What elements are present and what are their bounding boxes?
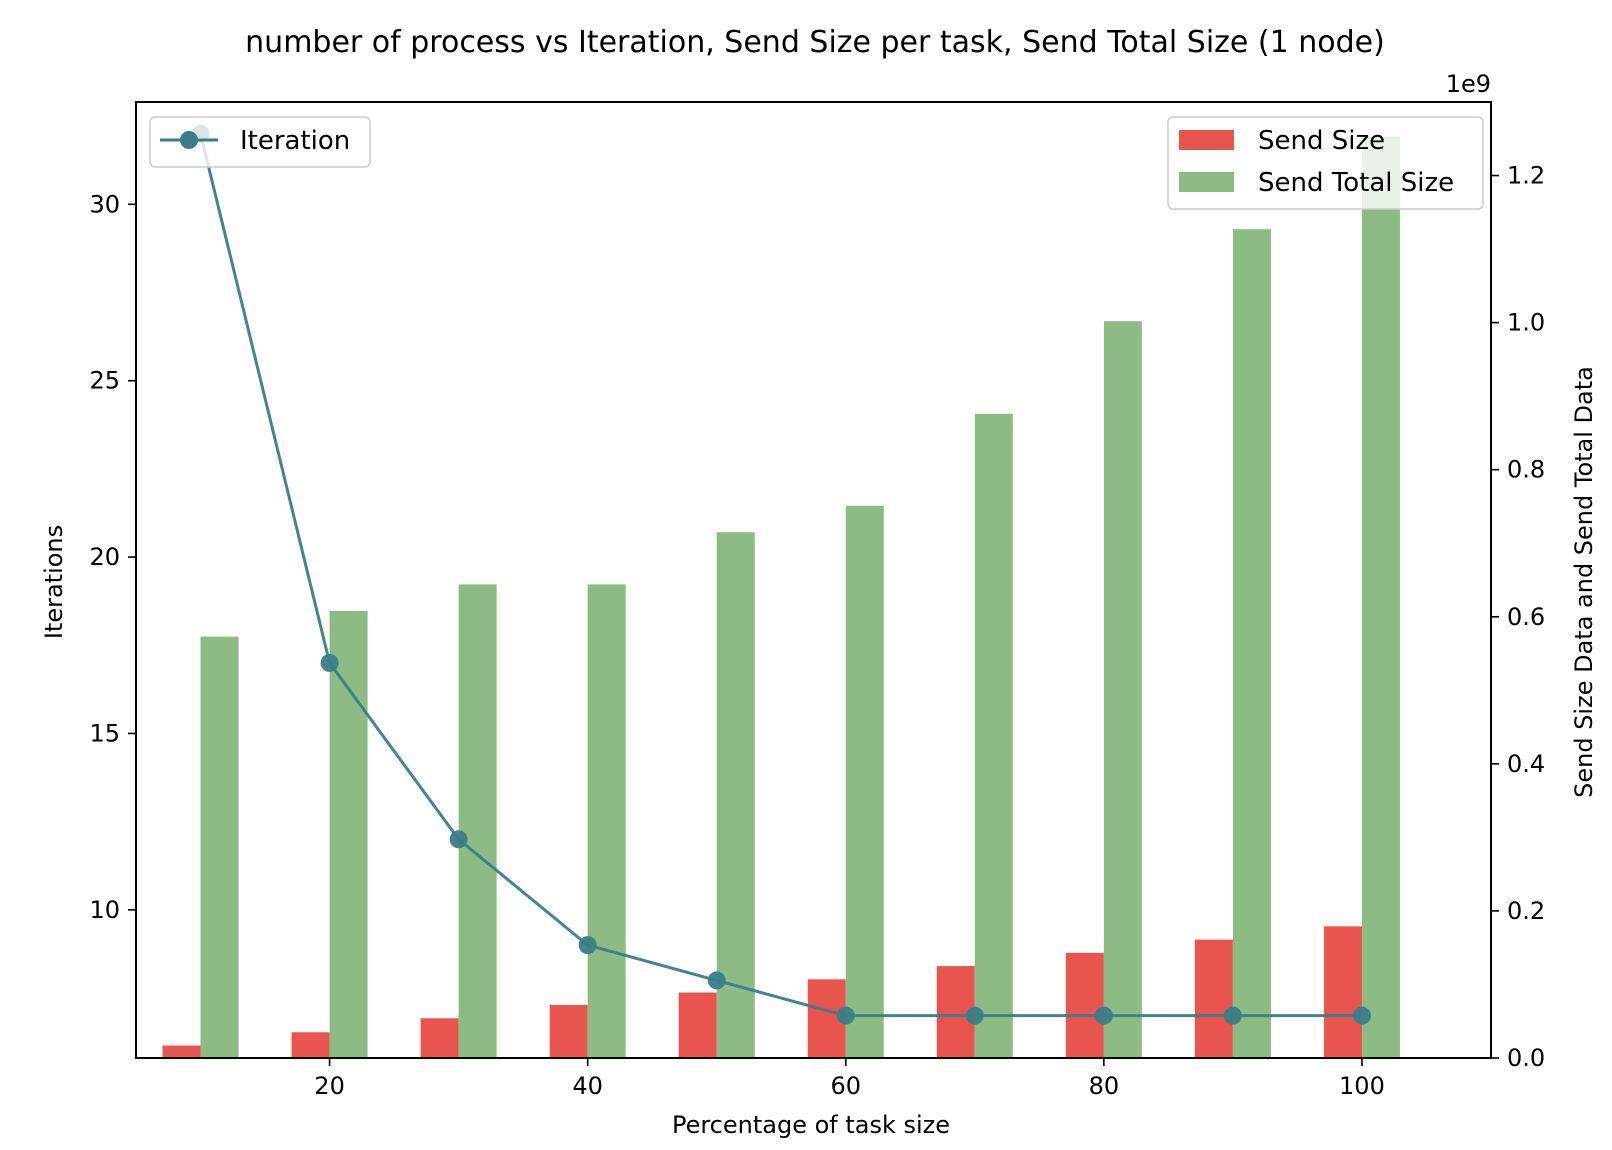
- y-axis-title-right: Send Size Data and Send Total Data: [1570, 366, 1598, 798]
- bar-send-size: [678, 992, 717, 1058]
- legend-box: [1167, 116, 1484, 210]
- legend-send-total-size-label: Send Total Size: [1258, 168, 1454, 198]
- x-axis-title: Percentage of task size: [672, 1111, 950, 1139]
- x-tick-label: 100: [1339, 1072, 1385, 1100]
- bar-send-size: [549, 1005, 588, 1058]
- y-right-tick-label: 0.0: [1507, 1044, 1545, 1072]
- y-right-tick-label: 0.4: [1507, 750, 1545, 778]
- bar-send-total-size: [1361, 136, 1400, 1058]
- y-left-tick-label: 25: [89, 367, 120, 395]
- bar-send-total-size: [1103, 321, 1142, 1058]
- iteration-point: [1094, 1006, 1113, 1025]
- y-axis-title-left: Iterations: [40, 525, 68, 639]
- right-axis-offset-label: 1e9: [1446, 70, 1491, 98]
- plot-frame: [135, 101, 1492, 1059]
- y-right-tick-label: 1.0: [1507, 309, 1545, 337]
- y-left-tick-label: 10: [89, 896, 120, 924]
- x-tick-label: 40: [572, 1072, 603, 1100]
- legend-box: [149, 116, 371, 168]
- bar-send-total-size: [716, 532, 755, 1058]
- plot-area: 20 40 60 80 100 10 15 20 25 30 0.0 0.2 0.4 0.6 0.8 1.0 1…: [89, 101, 1545, 1100]
- x-tick-label: 80: [1089, 1072, 1120, 1100]
- iteration-point: [707, 971, 726, 990]
- iteration-point: [449, 830, 468, 849]
- legend-send-total-size-swatch: [1179, 172, 1234, 192]
- bar-send-total-size: [587, 584, 626, 1058]
- chart-title: number of process vs Iteration, Send Siz…: [245, 25, 1385, 60]
- iteration-point: [836, 1006, 855, 1025]
- legend-iteration-label: Iteration: [240, 126, 350, 156]
- bar-send-total-size: [329, 610, 368, 1058]
- y-right-tick-label: 0.2: [1507, 897, 1545, 925]
- legends: Iteration Send Size Send Total Size: [149, 116, 1484, 210]
- y-left-tick-label: 15: [89, 719, 120, 747]
- iteration-line: [199, 133, 1362, 1018]
- legend-iteration-marker: [180, 131, 198, 149]
- x-tick-label: 60: [830, 1072, 861, 1100]
- bar-send-size: [420, 1018, 459, 1058]
- y-right-tick-label: 1.2: [1507, 162, 1545, 190]
- bar-send-total-size: [458, 584, 497, 1058]
- legend-right: Send Size Send Total Size: [1167, 116, 1484, 210]
- bar-send-total-size: [1232, 229, 1271, 1058]
- bar-send-total-size: [974, 413, 1013, 1058]
- x-tick-label: 20: [314, 1072, 345, 1100]
- bar-send-total-size: [200, 636, 239, 1058]
- bar-send-size: [1323, 926, 1362, 1058]
- legend-left: Iteration: [149, 116, 371, 168]
- iteration-point: [1352, 1006, 1371, 1025]
- bar-send-size: [1194, 939, 1233, 1058]
- y-right-tick-label: 0.6: [1507, 603, 1545, 631]
- iteration-point: [1223, 1006, 1242, 1025]
- bar-send-total-size: [845, 505, 884, 1058]
- bar-send-size: [291, 1032, 330, 1058]
- bar-send-size: [162, 1045, 201, 1058]
- y-right-tick-label: 0.8: [1507, 456, 1545, 484]
- legend-send-size-swatch: [1179, 130, 1234, 150]
- iteration-point: [320, 653, 339, 672]
- y-left-tick-label: 30: [89, 190, 120, 218]
- legend-send-size-label: Send Size: [1258, 126, 1385, 156]
- iteration-point: [965, 1006, 984, 1025]
- bar-send-size: [1065, 952, 1104, 1058]
- y-left-tick-label: 20: [89, 543, 120, 571]
- iteration-point: [578, 936, 597, 955]
